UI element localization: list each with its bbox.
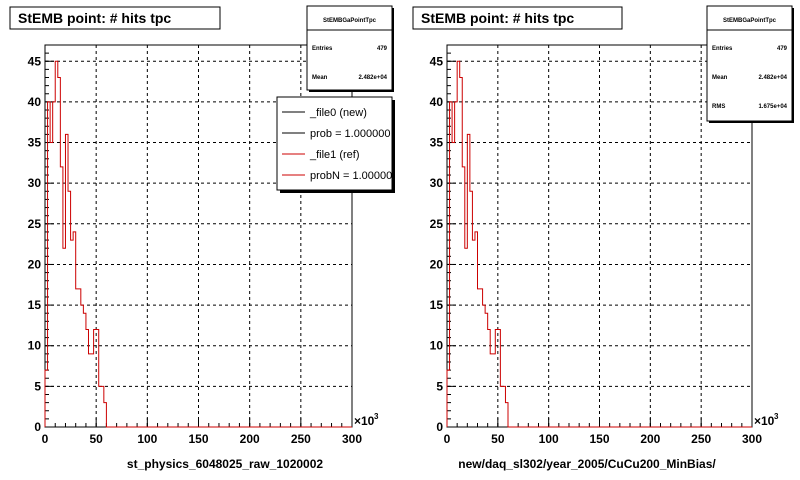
legend-label: _file1 (ref) <box>309 149 360 161</box>
stats-label: Mean <box>712 75 728 81</box>
title-box <box>9 6 221 30</box>
stats-value: 479 <box>377 46 388 52</box>
y-tick-label: 5 <box>436 379 443 393</box>
chart-title: StEMB point: # hits tpc <box>421 10 574 26</box>
chart-pad-1: 0 50 100 150 200 250 300 0 5 10 15 20 25 30 35 40 45 ×10 3… <box>9 5 398 471</box>
y-tick-label: 10 <box>430 339 444 353</box>
y-tick-label: 45 <box>430 54 444 68</box>
title-box <box>412 6 623 30</box>
x-tick-label: 200 <box>240 432 260 446</box>
y-tick-label: 30 <box>28 176 42 190</box>
x-tick-label: 250 <box>691 432 711 446</box>
y-tick-label: 35 <box>28 136 42 150</box>
x-axis-label: st_physics_6048025_raw_1020002 <box>127 457 323 471</box>
x-tick-label: 300 <box>742 432 762 446</box>
stats-box <box>706 5 793 122</box>
legend-label: prob = 1.000000 <box>310 128 390 140</box>
stats-label: Entries <box>712 46 733 52</box>
stats-value: 479 <box>777 46 788 52</box>
x-tick-label: 0 <box>42 432 49 446</box>
stats-name: StEMBGaPointTpc <box>723 18 777 24</box>
x-tick-label: 100 <box>137 432 157 446</box>
legend-label: _file0 (new) <box>309 107 367 119</box>
chart-pad-2: 0 50 100 150 200 250 300 0 5 10 15 20 25 30 35 40 45 ×10 3… <box>412 5 794 471</box>
y-tick-label: 25 <box>28 217 42 231</box>
y-tick-label: 5 <box>34 379 41 393</box>
stats-box <box>306 5 393 91</box>
x-tick-label: 200 <box>640 432 660 446</box>
legend: _file0 (new) prob = 1.000000 _file1 (ref) p… <box>276 96 398 193</box>
x-multiplier: ×10 <box>354 414 375 428</box>
x-tick-label: 0 <box>444 432 451 446</box>
y-tick-label: 35 <box>430 136 444 150</box>
stats-value: 2.482e+04 <box>758 75 787 81</box>
stats-label: Entries <box>312 46 333 52</box>
y-tick-label: 45 <box>28 54 42 68</box>
x-multiplier-exp: 3 <box>374 412 379 421</box>
x-tick-label: 150 <box>188 432 208 446</box>
y-tick-label: 20 <box>28 257 42 271</box>
y-tick-label: 40 <box>28 95 42 109</box>
y-tick-label: 40 <box>430 95 444 109</box>
stats-label: Mean <box>312 75 328 81</box>
x-tick-label: 300 <box>342 432 362 446</box>
y-tick-label: 15 <box>28 298 42 312</box>
x-tick-label: 50 <box>89 432 103 446</box>
y-tick-label: 30 <box>430 176 444 190</box>
x-tick-label: 100 <box>539 432 559 446</box>
x-tick-label: 150 <box>589 432 609 446</box>
x-axis-label: new/daq_sl302/year_2005/CuCu200_MinBias/ <box>458 457 716 471</box>
chart-title: StEMB point: # hits tpc <box>18 10 171 26</box>
x-tick-label: 250 <box>291 432 311 446</box>
y-tick-label: 0 <box>34 420 41 434</box>
stats-value: 1.675e+04 <box>758 104 787 110</box>
x-tick-label: 50 <box>491 432 505 446</box>
x-multiplier: ×10 <box>754 414 775 428</box>
stats-value: 2.482e+04 <box>358 75 387 81</box>
x-multiplier-exp: 3 <box>774 412 779 421</box>
histogram-series-1 <box>44 60 352 428</box>
stats-name: StEMBGaPointTpc <box>323 18 377 24</box>
y-tick-label: 20 <box>430 257 444 271</box>
y-tick-label: 0 <box>436 420 443 434</box>
y-tick-label: 15 <box>430 298 444 312</box>
legend-label: probN = 1.000000 <box>310 170 398 182</box>
y-tick-label: 10 <box>28 339 42 353</box>
y-tick-label: 25 <box>430 217 444 231</box>
stats-label: RMS <box>712 104 725 110</box>
histogram-series-1 <box>446 60 752 428</box>
